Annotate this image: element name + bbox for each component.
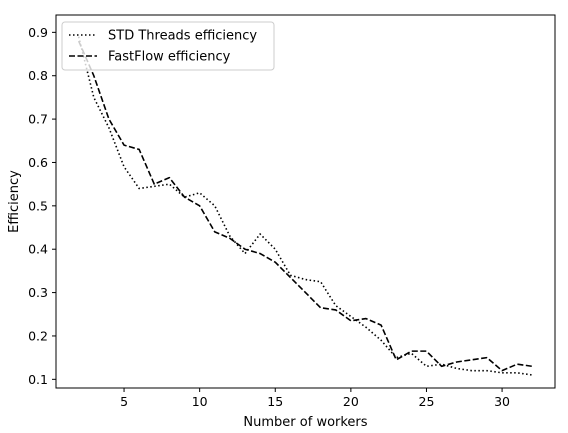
plot-area-frame bbox=[55, 14, 556, 389]
x-tick-label: 25 bbox=[419, 394, 435, 409]
y-tick-label: 0.6 bbox=[28, 155, 48, 170]
legend-label-fastflow: FastFlow efficiency bbox=[108, 50, 231, 65]
series-line-fastflow bbox=[77, 40, 533, 372]
y-tick-label: 0.7 bbox=[28, 112, 48, 127]
y-tick-label: 0.4 bbox=[28, 242, 48, 257]
y-tick-label: 0.3 bbox=[28, 285, 48, 300]
legend: STD Threads efficiency FastFlow efficien… bbox=[61, 21, 275, 71]
y-tick-label: 0.2 bbox=[28, 328, 48, 343]
y-tick-label: 0.9 bbox=[28, 25, 48, 40]
legend-box bbox=[61, 21, 275, 71]
axis-ticks: 5 10 15 20 25 30 0.1 0.2 0.3 0.4 0.5 0.6 0.7 0.8 0.9 bbox=[28, 25, 510, 409]
x-tick-label: 15 bbox=[267, 394, 283, 409]
x-tick-label: 5 bbox=[120, 394, 128, 409]
x-tick-label: 20 bbox=[343, 394, 359, 409]
y-tick-label: 0.8 bbox=[28, 68, 48, 83]
x-axis-label: Number of workers bbox=[243, 415, 367, 430]
y-tick-label: 0.5 bbox=[28, 198, 48, 213]
plot-layer bbox=[77, 36, 533, 376]
y-axis-label: Efficiency bbox=[7, 170, 22, 233]
y-tick-label: 0.1 bbox=[28, 372, 48, 387]
series-line-std-threads bbox=[77, 36, 533, 376]
x-tick-label: 30 bbox=[494, 394, 510, 409]
x-tick-label: 10 bbox=[192, 394, 208, 409]
legend-label-std-threads: STD Threads efficiency bbox=[108, 29, 257, 44]
